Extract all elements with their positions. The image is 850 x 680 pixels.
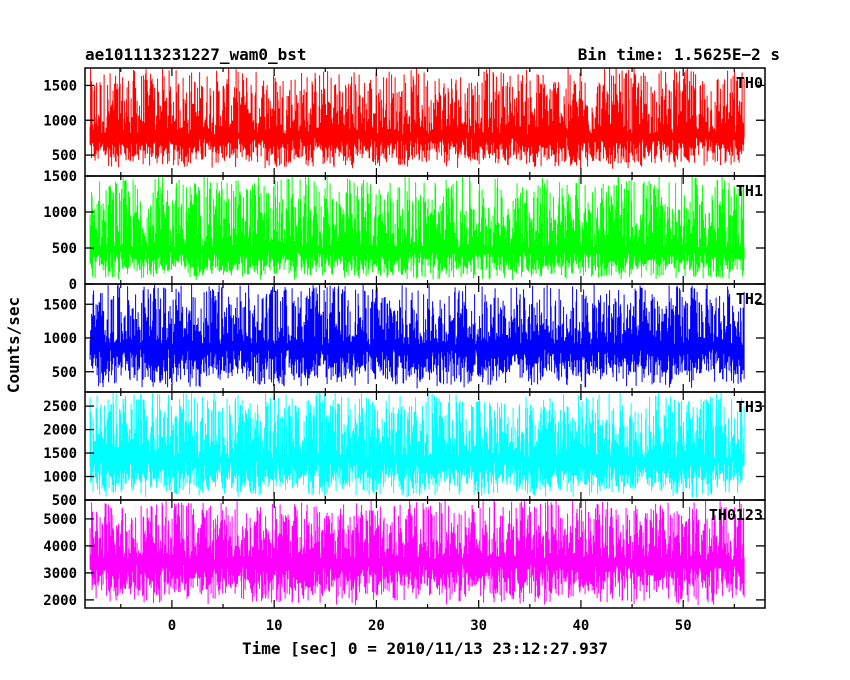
y-tick-label: 0 — [69, 277, 77, 293]
y-tick-label: 2500 — [43, 399, 77, 415]
series-th0-trace — [89, 68, 745, 169]
y-tick-label: 500 — [52, 241, 77, 257]
y-tick-label: 1000 — [43, 470, 77, 486]
x-axis: 0 10 20 30 40 50 — [168, 618, 692, 634]
panel-th2: 500 1000 1500 TH2 — [43, 283, 766, 393]
y-tick-label: 1500 — [43, 78, 77, 94]
y-tick-label: 5000 — [43, 512, 77, 528]
panel-label: TH0123 — [709, 506, 763, 524]
panel-label: TH2 — [736, 290, 763, 308]
y-axis-label: Counts/sec — [4, 297, 23, 393]
y-tick-label: 1000 — [43, 205, 77, 221]
y-tick-label: 1500 — [43, 446, 77, 462]
panel-label: TH0 — [736, 74, 763, 92]
x-tick-label: 50 — [675, 618, 692, 634]
y-tick-label: 2000 — [43, 593, 77, 609]
panel-label: TH3 — [736, 398, 763, 416]
y-tick-label: 1500 — [43, 297, 77, 313]
series-th2-trace — [89, 284, 745, 389]
y-tick-label: 2000 — [43, 423, 77, 439]
y-tick-label: 500 — [52, 365, 77, 381]
x-tick-label: 10 — [266, 618, 283, 634]
x-tick-label: 20 — [368, 618, 385, 634]
x-tick-label: 30 — [470, 618, 487, 634]
y-tick-label: 1500 — [43, 169, 77, 185]
panel-th0123: 2000 3000 4000 5000 TH0123 — [43, 499, 766, 609]
x-tick-label: 40 — [573, 618, 590, 634]
bin-time-label: Bin time: 1.5625E−2 s — [578, 45, 780, 64]
series-th0123-trace — [89, 500, 745, 606]
panel-th0: 500 1000 1500 TH0 — [43, 67, 766, 177]
y-tick-label: 1000 — [43, 113, 77, 129]
panel-frame — [84, 499, 766, 609]
y-tick-label: 1000 — [43, 331, 77, 347]
y-tick-label: 500 — [52, 148, 77, 164]
chart-title: ae101113231227_wam0_bst — [85, 45, 307, 64]
x-axis-label: Time [sec] 0 = 2010/11/13 23:12:27.937 — [242, 639, 608, 658]
panel-th3: 500 1000 1500 2000 2500 TH3 — [43, 391, 766, 509]
y-tick-label: 3000 — [43, 566, 77, 582]
x-tick-label: 0 — [168, 618, 176, 634]
series-th1-trace — [89, 176, 745, 280]
series-th3-trace — [89, 392, 745, 498]
y-tick-label: 4000 — [43, 539, 77, 555]
y-tick-label: 500 — [52, 493, 77, 509]
panel-label: TH1 — [736, 182, 763, 200]
panel-th1: 0 500 1000 1500 TH1 — [43, 169, 766, 293]
panels-group: 500 1000 1500 TH0 0 500 1000 1500 TH1 500 1000 1500… — [43, 67, 766, 609]
